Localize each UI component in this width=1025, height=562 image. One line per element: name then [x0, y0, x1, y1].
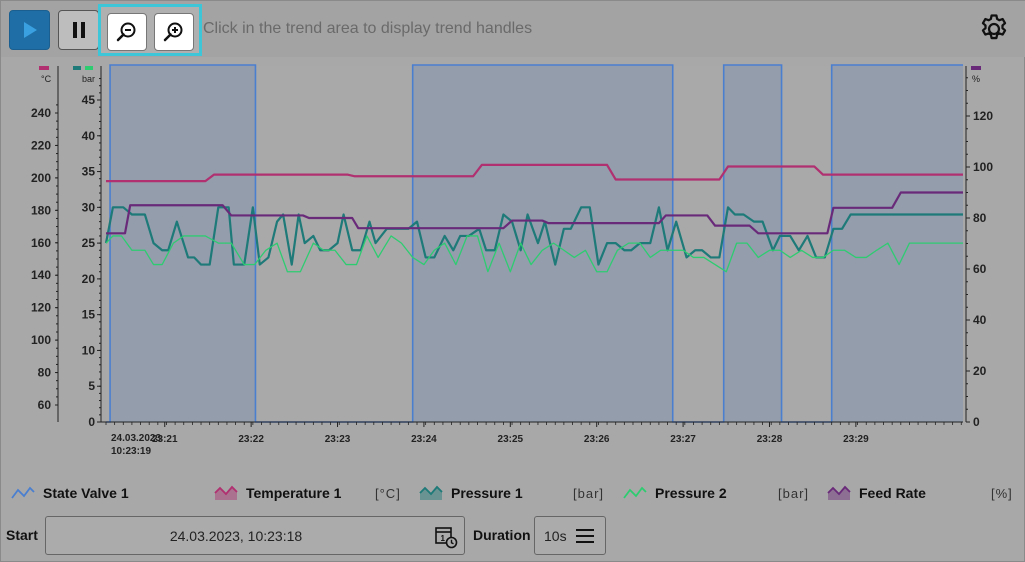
- percent-unit-swatch: [971, 66, 981, 70]
- area-chart-icon: [419, 485, 443, 500]
- percent-tick-label: 60: [973, 262, 987, 276]
- menu-icon[interactable]: [575, 527, 595, 545]
- pressure2-unit-swatch: [85, 66, 93, 70]
- percent-tick-label: 20: [973, 364, 987, 378]
- pressure-unit-label: bar: [82, 74, 95, 84]
- line-chart-icon: [11, 486, 35, 499]
- temp-tick-label: 240: [31, 106, 51, 120]
- time-tick-label: 23:24: [411, 434, 437, 445]
- duration-label: Duration: [473, 527, 531, 543]
- legend-label: Temperature 1: [246, 485, 342, 501]
- zoom-out-button[interactable]: [107, 13, 147, 51]
- time-tick-label: 23:28: [757, 434, 783, 445]
- percent-unit-label: %: [972, 74, 980, 84]
- legend-label: Pressure 1: [451, 485, 523, 501]
- zoom-in-button[interactable]: [154, 13, 194, 51]
- legend-unit: [°C]: [375, 486, 401, 501]
- pressure-tick-label: 15: [82, 308, 96, 322]
- svg-text:1: 1: [441, 534, 446, 543]
- calendar-clock-icon[interactable]: 1: [434, 525, 458, 549]
- series-line-feed-rate: [106, 191, 963, 235]
- temp-tick-label: 80: [38, 366, 52, 380]
- trend-hint-text: Click in the trend area to display trend…: [203, 20, 533, 37]
- time-tick-label: 23:25: [498, 434, 524, 445]
- pressure-tick-label: 30: [82, 200, 96, 214]
- duration-value: 10s: [544, 528, 567, 544]
- zoom-in-icon: [163, 22, 183, 42]
- pause-icon: [72, 22, 85, 38]
- legend-unit: [%]: [991, 486, 1013, 501]
- pressure-tick-label: 45: [82, 93, 96, 107]
- gear-icon[interactable]: [977, 12, 1011, 46]
- area-chart-icon: [214, 485, 238, 500]
- legend-label: Pressure 2: [655, 485, 727, 501]
- temp-tick-label: 160: [31, 236, 51, 250]
- legend-item-temperature-1[interactable]: Temperature 1: [214, 479, 341, 507]
- start-datetime-field[interactable]: 24.03.2023, 10:23:18 1: [45, 516, 465, 555]
- legend-label: State Valve 1: [43, 485, 129, 501]
- time-tick-label: 23:26: [584, 434, 610, 445]
- pressure1-unit-swatch: [73, 66, 81, 70]
- temp-unit-swatch: [39, 66, 49, 70]
- pressure-tick-label: 10: [82, 343, 96, 357]
- legend-item-feed-rate[interactable]: Feed Rate: [827, 479, 926, 507]
- state-valve-area: [106, 65, 963, 422]
- time-tick-label: 23:21: [152, 434, 178, 445]
- pressure-tick-label: 20: [82, 272, 96, 286]
- zoom-out-icon: [116, 22, 136, 42]
- temp-tick-label: 120: [31, 301, 51, 315]
- pressure-tick-label: 5: [88, 379, 95, 393]
- temp-unit-label: °C: [41, 74, 52, 84]
- pressure-tick-label: 40: [82, 129, 96, 143]
- time-range-bar: Start 24.03.2023, 10:23:18 1 Duration 10…: [1, 513, 1025, 559]
- temp-tick-label: 200: [31, 171, 51, 185]
- legend-item-pressure-1[interactable]: Pressure 1: [419, 479, 523, 507]
- percent-tick-label: 100: [973, 160, 993, 174]
- time-tick-label: 23:22: [238, 434, 264, 445]
- line-chart-icon: [623, 486, 647, 499]
- time-start-time: 10:23:19: [111, 446, 151, 457]
- percent-tick-label: 0: [973, 415, 980, 429]
- percent-tick-label: 40: [973, 313, 987, 327]
- temp-tick-label: 60: [38, 398, 52, 412]
- time-tick-label: 23:23: [325, 434, 351, 445]
- series-line-pressure-2: [105, 235, 963, 273]
- time-tick-label: 23:27: [670, 434, 696, 445]
- duration-selector[interactable]: 10s: [534, 516, 606, 555]
- area-chart-icon: [827, 485, 851, 500]
- start-datetime-value: 24.03.2023, 10:23:18: [169, 528, 303, 544]
- trend-chart[interactable]: °C bar% 60 80 100 120 140 160 180 200 220 240 0 5 10 15…: [1, 57, 1025, 461]
- time-start-date: 24.03.2023: [111, 433, 161, 444]
- start-label: Start: [6, 527, 38, 543]
- toolbar: Click in the trend area to display trend…: [1, 1, 1025, 57]
- legend: State Valve 1 Temperature 1 [°C] Pressure 1…: [1, 479, 1025, 507]
- pressure-tick-label: 0: [88, 415, 95, 429]
- legend-unit: [bar]: [778, 486, 810, 501]
- pause-button[interactable]: [58, 10, 99, 50]
- temp-tick-label: 220: [31, 138, 51, 152]
- temp-tick-label: 180: [31, 203, 51, 217]
- legend-label: Feed Rate: [859, 485, 926, 501]
- legend-item-pressure-2[interactable]: Pressure 2: [623, 479, 727, 507]
- series-line-temperature-1: [106, 163, 963, 183]
- play-icon: [23, 22, 37, 38]
- legend-item-state-valve-1[interactable]: State Valve 1: [11, 479, 129, 507]
- pressure-tick-label: 25: [82, 236, 96, 250]
- temp-tick-label: 140: [31, 268, 51, 282]
- legend-unit: [bar]: [573, 486, 605, 501]
- zoom-button-group: [98, 4, 202, 56]
- trend-chart-svg[interactable]: °C bar %6080100120140160180200220240051015…: [1, 57, 1025, 461]
- percent-tick-label: 120: [973, 109, 993, 123]
- percent-tick-label: 80: [973, 211, 987, 225]
- play-button[interactable]: [9, 10, 50, 50]
- time-tick-label: 23:29: [843, 434, 869, 445]
- pressure-tick-label: 35: [82, 165, 96, 179]
- temp-tick-label: 100: [31, 333, 51, 347]
